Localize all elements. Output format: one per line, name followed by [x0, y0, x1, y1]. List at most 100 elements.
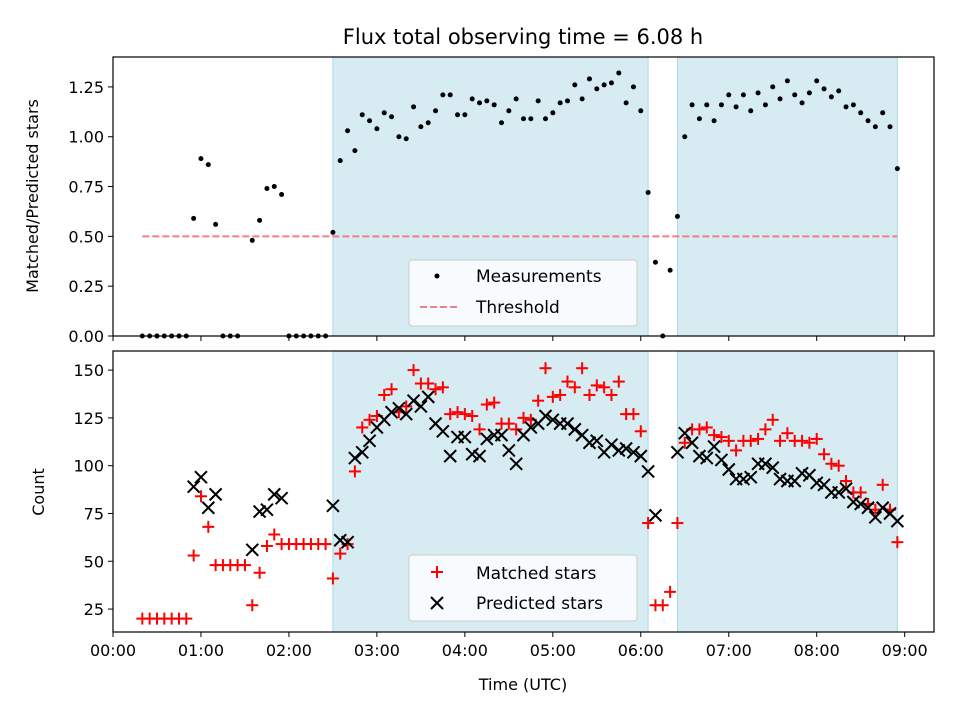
chart-title: Flux total observing time = 6.08 h — [343, 25, 703, 49]
matched-star-point — [268, 528, 281, 541]
x-tick-label: 08:00 — [794, 641, 840, 660]
measurement-point — [506, 108, 512, 114]
measurement-point — [528, 116, 534, 122]
measurement-point — [828, 94, 834, 100]
predicted-star-point — [875, 501, 890, 515]
x-tick-label: 05:00 — [530, 641, 576, 660]
measurement-point — [550, 110, 556, 116]
measurement-point — [821, 86, 827, 92]
matched-star-point — [752, 432, 765, 445]
top-y-axis-label: Matched/Predicted stars — [23, 99, 42, 293]
measurement-point — [630, 84, 636, 90]
predicted-star-point — [538, 409, 553, 423]
predicted-star-point — [384, 405, 399, 419]
matched-star-point — [642, 517, 655, 530]
matched-star-point — [385, 383, 398, 396]
matched-star-point — [854, 486, 867, 499]
y-tick: 100 — [73, 457, 113, 476]
predicted-star-point — [399, 407, 413, 421]
measurement-point — [755, 90, 761, 96]
top-legend-frame — [408, 259, 638, 327]
predicted-star-point — [839, 481, 853, 496]
predicted-star-point — [274, 491, 289, 505]
top-panel: 0.00 0.25 0.50 0.75 1.00 1.25 Matched/Predict… — [23, 56, 935, 346]
measurement-point — [865, 118, 871, 124]
measurement-point — [352, 148, 358, 154]
x-tick: 02:00 — [266, 632, 312, 660]
matched-star-point — [664, 585, 677, 598]
predicted-star-point — [831, 485, 846, 500]
x-tick: 03:00 — [354, 632, 400, 660]
measurement-point — [425, 120, 431, 126]
measurement-point — [704, 102, 710, 108]
bottom-x-ticks: 00:00 01:00 02:00 03:00 04:00 05:00 06:00 07:00… — [90, 632, 928, 660]
predicted-star-point — [245, 543, 259, 557]
y-tick-label: 100 — [73, 457, 104, 476]
measurement-point — [499, 120, 505, 126]
matched-star-point — [326, 572, 339, 585]
measurement-point — [418, 124, 424, 130]
predicted-star-point — [853, 497, 868, 511]
predicted-star-point — [201, 501, 216, 515]
predicted-star-point — [392, 401, 406, 416]
matched-star-point — [451, 406, 464, 419]
y-tick: 125 — [73, 409, 113, 428]
matched-star-point — [774, 434, 787, 447]
matched-star-point — [810, 432, 823, 445]
measurement-point — [814, 78, 820, 84]
measurement-point — [359, 112, 365, 118]
x-tick: 09:00 — [882, 632, 928, 660]
matched-star-point — [561, 375, 574, 388]
y-tick-label: 125 — [73, 409, 104, 428]
predicted-star-point — [678, 426, 692, 440]
y-tick-label: 0.25 — [68, 277, 104, 296]
matched-star-point — [400, 400, 413, 413]
x-tick: 01:00 — [178, 632, 224, 660]
measurement-point — [799, 100, 805, 106]
matched-star-point — [436, 381, 449, 394]
measurement-point — [564, 98, 570, 104]
measurement-point — [513, 96, 519, 102]
measurement-point — [608, 80, 614, 86]
predicted-star-point — [641, 464, 655, 479]
measurement-point — [652, 259, 658, 265]
x-tick-label: 06:00 — [618, 641, 664, 660]
predicted-star-point — [406, 393, 421, 408]
matched-star-point — [766, 413, 779, 426]
bottom-axes-frame — [112, 350, 935, 633]
predicted-star-point — [758, 457, 773, 471]
y-tick: 1.00 — [68, 128, 113, 147]
measurement-point — [887, 124, 893, 130]
legend-matched-label: Matched stars — [476, 564, 596, 584]
measurement-point — [374, 126, 380, 132]
predicted-star-point — [634, 449, 648, 463]
y-tick-label: 0.50 — [68, 227, 104, 246]
x-tick-label: 02:00 — [266, 641, 312, 660]
matched-star-point — [517, 411, 530, 424]
matched-star-point — [708, 429, 721, 442]
predicted-star-point — [861, 501, 875, 515]
matched-star-point — [458, 408, 471, 421]
predicted-star-point — [355, 445, 369, 460]
matched-star-point — [634, 425, 647, 438]
y-tick: 0.75 — [68, 178, 113, 197]
predicted-star-point — [509, 457, 523, 471]
predicted-star-point — [362, 434, 377, 448]
measurement-point — [264, 186, 270, 192]
predicted-star-point — [472, 449, 487, 463]
predicted-star-point — [604, 437, 619, 452]
predicted-star-point — [524, 420, 538, 435]
x-tick-label: 07:00 — [706, 641, 752, 660]
top-y-ticks: 0.00 0.25 0.50 0.75 1.00 1.25 — [68, 78, 113, 346]
y-tick: 0.25 — [68, 277, 113, 296]
x-tick: 05:00 — [530, 632, 576, 660]
x-tick: 08:00 — [794, 632, 840, 660]
matched-star-point — [832, 459, 845, 472]
matched-star-point — [502, 417, 515, 430]
predicted-star-point — [722, 462, 736, 477]
measurement-point — [586, 76, 592, 82]
measurement-point — [271, 184, 277, 190]
measurement-point — [411, 104, 417, 110]
legend-threshold-label: Threshold — [475, 298, 560, 318]
x-tick: 06:00 — [618, 632, 664, 660]
